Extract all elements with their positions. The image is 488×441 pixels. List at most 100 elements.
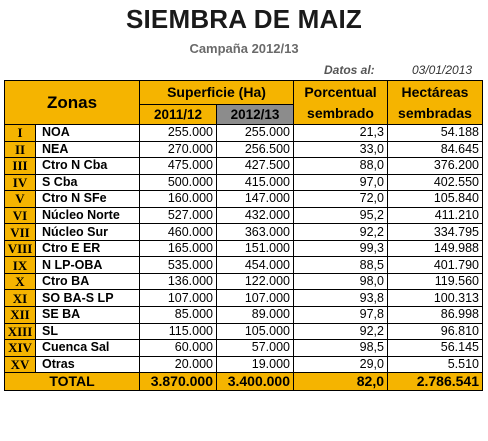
page-subtitle: Campaña 2012/13 <box>189 41 299 56</box>
header-year-2012-13: 2012/13 <box>216 104 294 125</box>
sup-2011-12: 136.000 <box>139 272 217 291</box>
porcentual-sembrado: 72,0 <box>293 190 388 208</box>
zone-number: XIV <box>4 339 36 357</box>
zone-name: Cuenca Sal <box>35 339 140 357</box>
porcentual-sembrado: 93,8 <box>293 289 388 308</box>
zone-number: I <box>4 124 36 142</box>
porcentual-sembrado: 88,5 <box>293 256 388 274</box>
sup-2011-12: 475.000 <box>139 157 217 175</box>
zone-number: XIII <box>4 322 36 341</box>
table-row: XII SE BA 85.000 89.000 97,8 86.998 <box>4 306 483 324</box>
zone-name: NOA <box>35 124 140 142</box>
table-row: XIV Cuenca Sal 60.000 57.000 98,5 56.145 <box>4 339 483 357</box>
datos-label: Datos al: <box>324 63 375 77</box>
hectareas-sembradas: 100.313 <box>387 289 483 308</box>
zone-number: VIII <box>4 239 36 258</box>
header-hectareas: Hectáreas sembradas <box>387 80 483 125</box>
sup-2012-13: 105.000 <box>216 322 294 341</box>
sup-2012-13: 363.000 <box>216 223 294 241</box>
total-hectareas: 2.786.541 <box>387 372 483 392</box>
sup-2011-12: 535.000 <box>139 256 217 274</box>
table-row: XI SO BA-S LP 107.000 107.000 93,8 100.313 <box>4 289 483 308</box>
table-row: VII Núcleo Sur 460.000 363.000 92,2 334.795 <box>4 223 483 241</box>
sup-2011-12: 107.000 <box>139 289 217 308</box>
porcentual-sembrado: 92,2 <box>293 223 388 241</box>
sup-2012-13: 427.500 <box>216 157 294 175</box>
sup-2011-12: 115.000 <box>139 322 217 341</box>
hectareas-sembradas: 402.550 <box>387 173 483 192</box>
total-label: TOTAL <box>4 372 140 392</box>
hectareas-sembradas: 86.998 <box>387 306 483 324</box>
hectareas-sembradas: 401.790 <box>387 256 483 274</box>
zone-name: S Cba <box>35 173 140 192</box>
sup-2011-12: 20.000 <box>139 355 217 374</box>
table-row: XV Otras 20.000 19.000 29,0 5.510 <box>4 355 483 374</box>
zone-number: IV <box>4 173 36 192</box>
header-superficie: Superficie (Ha) <box>139 80 294 105</box>
hectareas-sembradas: 84.645 <box>387 140 483 159</box>
zone-name: Núcleo Norte <box>35 206 140 225</box>
hectareas-sembradas: 334.795 <box>387 223 483 241</box>
header-zonas: Zonas <box>4 80 140 125</box>
sup-2011-12: 160.000 <box>139 190 217 208</box>
zone-name: NEA <box>35 140 140 159</box>
zone-name: SL <box>35 322 140 341</box>
siembra-table: Zonas Superficie (Ha) Porcentual sembrad… <box>4 80 483 392</box>
table-row: IV S Cba 500.000 415.000 97,0 402.550 <box>4 173 483 192</box>
porcentual-sembrado: 29,0 <box>293 355 388 374</box>
sup-2012-13: 432.000 <box>216 206 294 225</box>
zone-number: III <box>4 157 36 175</box>
datos-date: 03/01/2013 <box>412 63 473 77</box>
table-row: III Ctro N Cba 475.000 427.500 88,0 376.200 <box>4 157 483 175</box>
hectareas-sembradas: 105.840 <box>387 190 483 208</box>
sup-2011-12: 255.000 <box>139 124 217 142</box>
porcentual-sembrado: 99,3 <box>293 239 388 258</box>
table-row: I NOA 255.000 255.000 21,3 54.188 <box>4 124 483 142</box>
porcentual-sembrado: 98,0 <box>293 272 388 291</box>
hectareas-sembradas: 56.145 <box>387 339 483 357</box>
sup-2011-12: 60.000 <box>139 339 217 357</box>
sup-2011-12: 527.000 <box>139 206 217 225</box>
porcentual-sembrado: 33,0 <box>293 140 388 159</box>
header-hectareas-line2: sembradas <box>398 104 472 121</box>
hectareas-sembradas: 54.188 <box>387 124 483 142</box>
header-porcentual: Porcentual sembrado <box>293 80 388 125</box>
table-row: IX N LP-OBA 535.000 454.000 88,5 401.790 <box>4 256 483 274</box>
table-row: V Ctro N SFe 160.000 147.000 72,0 105.840 <box>4 190 483 208</box>
total-sup-2012-13: 3.400.000 <box>216 372 294 392</box>
sup-2012-13: 19.000 <box>216 355 294 374</box>
hectareas-sembradas: 5.510 <box>387 355 483 374</box>
total-sup-2011-12: 3.870.000 <box>139 372 217 392</box>
zone-number: XI <box>4 289 36 308</box>
header-hectareas-line1: Hectáreas <box>401 83 469 100</box>
header-porcentual-line2: sembrado <box>307 104 374 121</box>
zone-number: VI <box>4 206 36 225</box>
zone-name: Ctro BA <box>35 272 140 291</box>
table-row: VIII Ctro E ER 165.000 151.000 99,3 149.988 <box>4 239 483 258</box>
header-year-2011-12: 2011/12 <box>139 104 217 125</box>
zone-name: Otras <box>35 355 140 374</box>
zone-number: XV <box>4 355 36 374</box>
sup-2012-13: 255.000 <box>216 124 294 142</box>
sup-2012-13: 256.500 <box>216 140 294 159</box>
sup-2012-13: 147.000 <box>216 190 294 208</box>
table-row: II NEA 270.000 256.500 33,0 84.645 <box>4 140 483 159</box>
zone-name: Ctro E ER <box>35 239 140 258</box>
sup-2011-12: 85.000 <box>139 306 217 324</box>
table-row: VI Núcleo Norte 527.000 432.000 95,2 411.210 <box>4 206 483 225</box>
porcentual-sembrado: 88,0 <box>293 157 388 175</box>
sup-2012-13: 89.000 <box>216 306 294 324</box>
hectareas-sembradas: 411.210 <box>387 206 483 225</box>
sup-2011-12: 270.000 <box>139 140 217 159</box>
sup-2012-13: 151.000 <box>216 239 294 258</box>
porcentual-sembrado: 95,2 <box>293 206 388 225</box>
zone-name: N LP-OBA <box>35 256 140 274</box>
zone-number: IX <box>4 256 36 274</box>
hectareas-sembradas: 119.560 <box>387 272 483 291</box>
hectareas-sembradas: 96.810 <box>387 322 483 341</box>
porcentual-sembrado: 97,8 <box>293 306 388 324</box>
porcentual-sembrado: 21,3 <box>293 124 388 142</box>
porcentual-sembrado: 98,5 <box>293 339 388 357</box>
total-row: TOTAL 3.870.000 3.400.000 82,0 2.786.541 <box>4 372 483 392</box>
zone-name: Ctro N Cba <box>35 157 140 175</box>
